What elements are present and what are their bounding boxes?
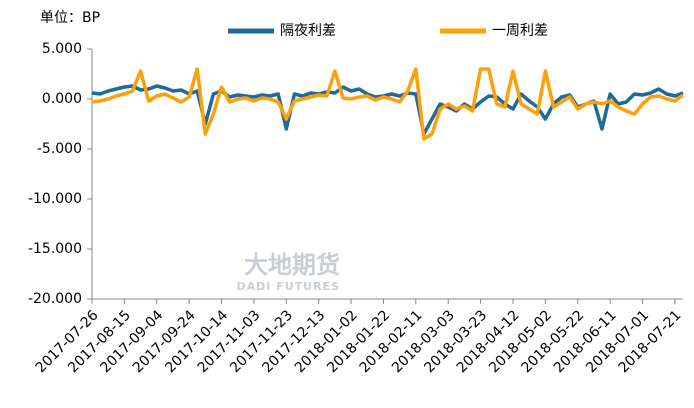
- legend-label: 一周利差: [492, 23, 548, 39]
- unit-label: 单位：BP: [40, 10, 100, 26]
- y-tick-label: 0.000: [42, 91, 82, 107]
- series-line: [91, 67, 685, 141]
- y-tick-label: -10.000: [28, 191, 82, 207]
- y-tick-label: -5.000: [37, 141, 82, 157]
- watermark: 大地期货: [244, 251, 340, 279]
- series-line: [91, 84, 684, 136]
- watermark: DADI FUTURES: [237, 280, 341, 293]
- y-tick-label: -20.000: [28, 291, 82, 307]
- y-tick-label: 5.000: [42, 41, 82, 57]
- y-tick-label: -15.000: [28, 241, 82, 257]
- legend-label: 隔夜利差: [280, 23, 336, 39]
